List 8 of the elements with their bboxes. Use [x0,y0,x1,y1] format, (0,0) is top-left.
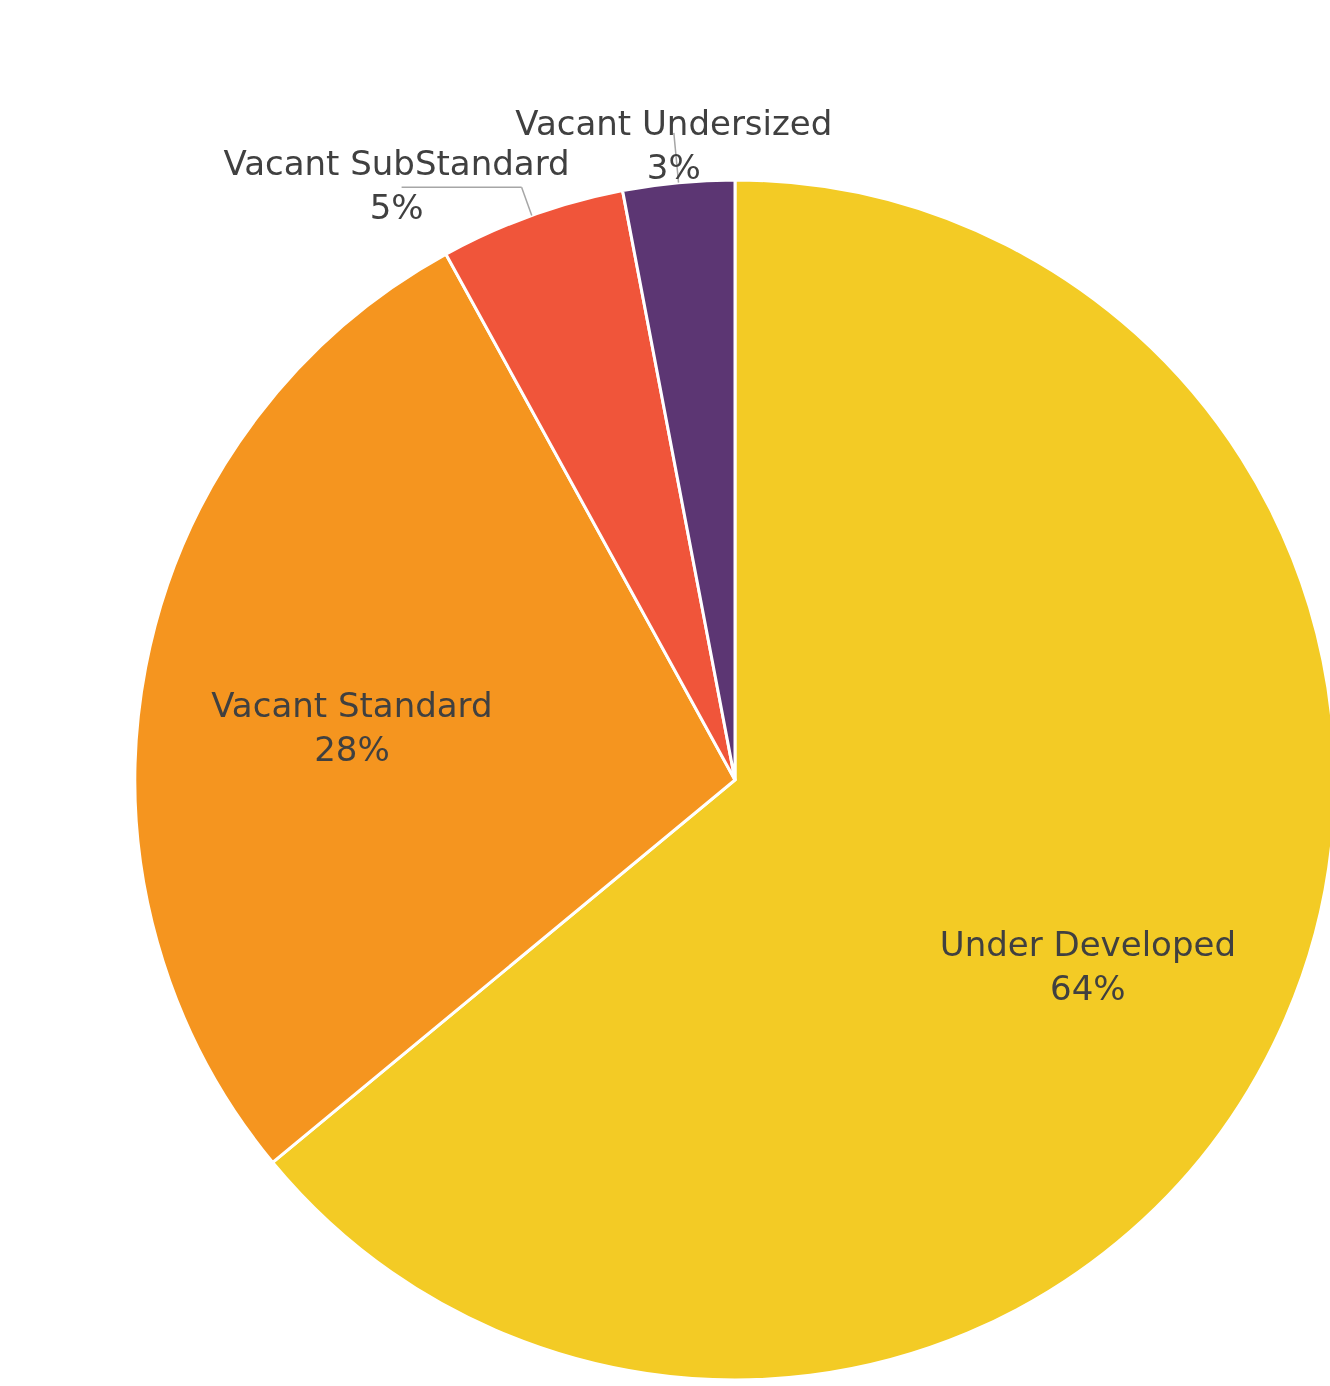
slice-label: Vacant Undersized [515,102,833,143]
slice-label: Under Developed [939,924,1236,965]
data-label: 64% [1050,968,1126,1009]
slice-label: Vacant Standard [211,684,493,725]
slice-label: Vacant SubStandard [223,143,570,184]
data-label: 5% [369,187,424,228]
data-label: 3% [646,146,701,187]
data-label: 28% [314,728,390,769]
